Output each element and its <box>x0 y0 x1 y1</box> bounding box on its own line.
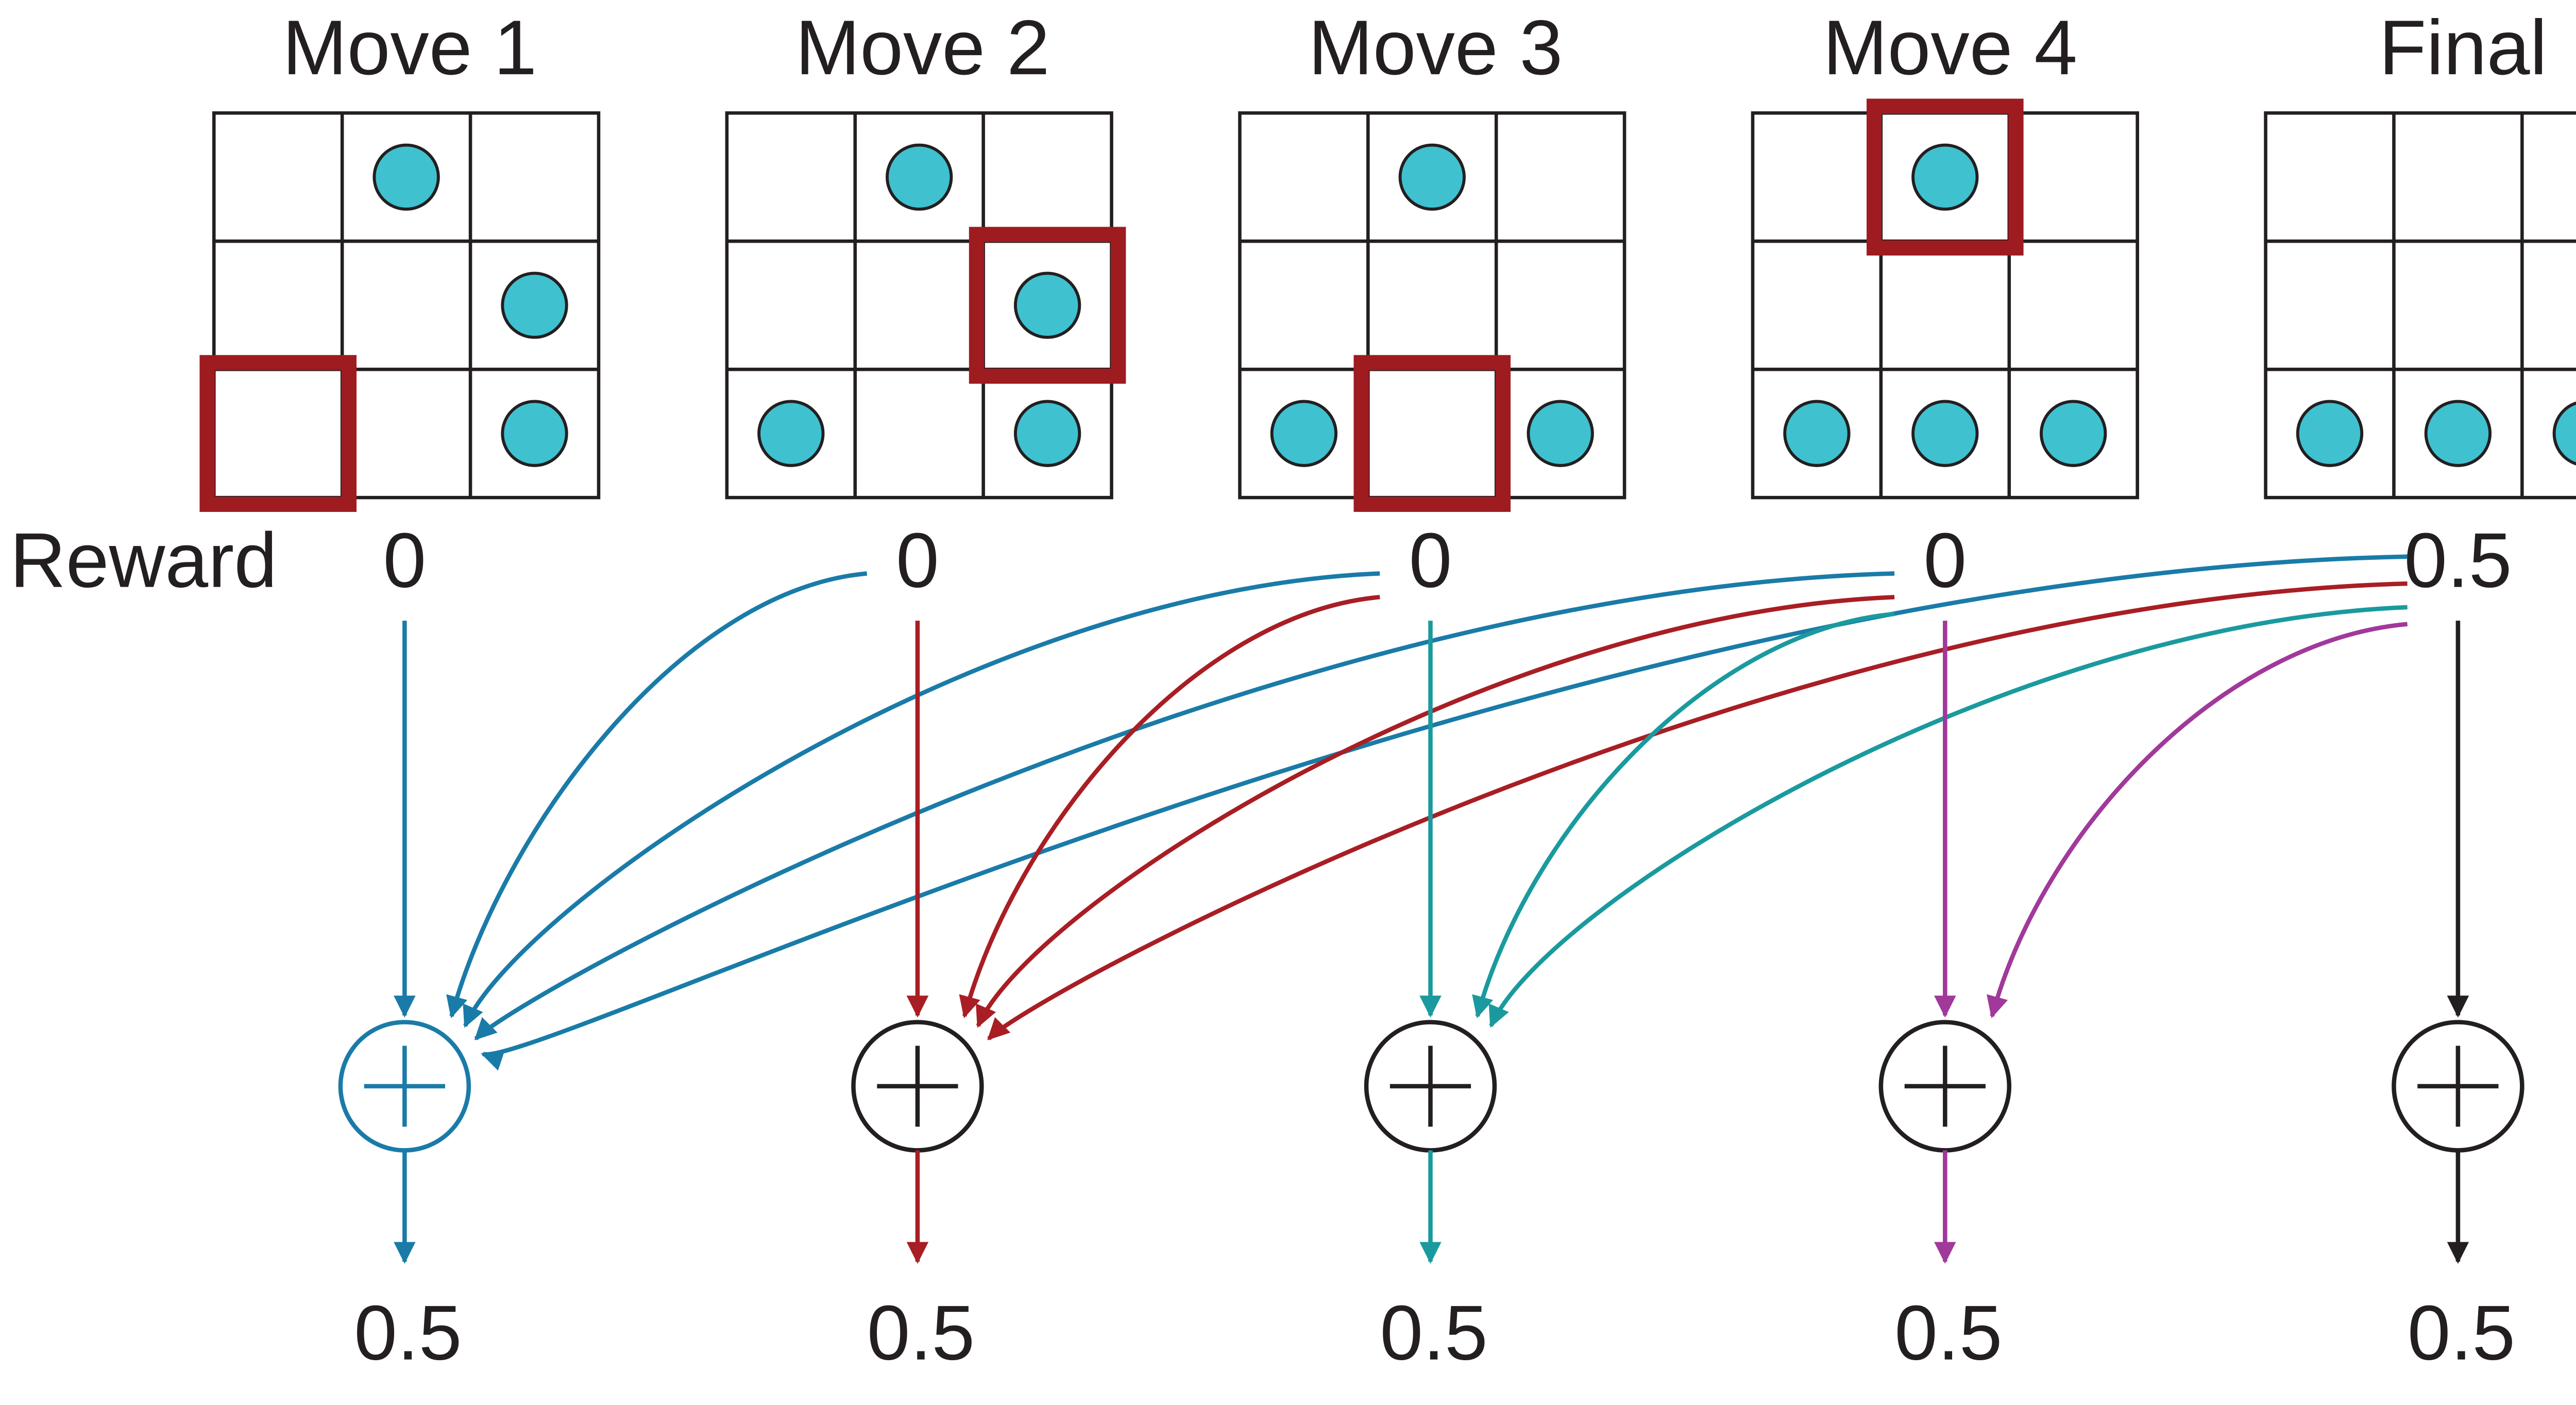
board-move-3 <box>1238 111 1626 512</box>
board-move-1 <box>199 111 601 512</box>
sum-node-move-3 <box>1364 1020 1497 1153</box>
return-values: 0.5 0.5 0.5 0.5 0.5 <box>354 1290 2515 1376</box>
reward-value-move-2: 0 <box>896 517 939 604</box>
stone-dot <box>2552 401 2576 466</box>
return-value-move-1: 0.5 <box>354 1290 462 1376</box>
stone-dot <box>2296 400 2364 467</box>
stone-dot <box>501 400 568 467</box>
title-move-4: Move 4 <box>1823 4 2077 91</box>
sum-node-move-4 <box>1878 1020 2012 1153</box>
board-grids <box>199 98 2576 512</box>
selected-cell-highlight <box>1353 355 1511 512</box>
title-final: Final <box>2379 4 2547 91</box>
return-value-move-2: 0.5 <box>867 1290 975 1376</box>
sum-nodes <box>338 1020 2524 1264</box>
board-move-4 <box>1751 98 2139 500</box>
board-frame <box>2264 111 2576 500</box>
reward-label: Reward <box>10 517 277 604</box>
stone-dot <box>1911 400 1979 467</box>
stone-dot <box>2424 400 2492 467</box>
return-value-move-3: 0.5 <box>1380 1290 1487 1376</box>
sum-node-move-2 <box>851 1020 984 1153</box>
stone-dot <box>1783 400 1851 467</box>
flow-arrow <box>446 571 868 1019</box>
board-frame <box>212 111 601 500</box>
move-titles: Move 1 Move 2 Move 3 Move 4 Final <box>282 4 2547 91</box>
stone-dot <box>1527 400 1594 467</box>
sum-node-move-1 <box>338 1020 471 1153</box>
flow-arrow <box>959 595 1380 1019</box>
stone-dot <box>1398 143 1466 211</box>
reward-value-move-4: 0 <box>1923 517 1967 604</box>
stone-dot <box>757 400 825 467</box>
selected-cell-highlight <box>1867 98 2024 256</box>
stone-dot <box>372 143 440 211</box>
reward-values: 0 0 0 0 0.5 <box>383 517 2512 604</box>
sum-node-final <box>2392 1020 2524 1153</box>
stone-dot <box>1911 143 1979 211</box>
stone-dot <box>2040 400 2107 467</box>
flow-arrow <box>1488 605 2408 1028</box>
stone-dot <box>1013 400 1081 467</box>
return-value-move-4: 0.5 <box>1894 1290 2002 1376</box>
reward-value-final: 0.5 <box>2404 517 2512 604</box>
flow-arrow <box>481 554 2408 1071</box>
reward-value-move-1: 0 <box>383 517 426 604</box>
board-final <box>2264 111 2576 500</box>
title-move-2: Move 2 <box>795 4 1050 91</box>
stone-dot <box>886 143 953 211</box>
stone-dot <box>1013 271 1081 339</box>
selected-cell-highlight <box>969 227 1126 384</box>
flow-arrow <box>987 581 2408 1040</box>
stone-dot <box>501 271 568 339</box>
selected-cell-highlight <box>199 355 357 512</box>
stone-dot <box>1270 400 1338 467</box>
return-value-final: 0.5 <box>2408 1290 2515 1376</box>
flow-arrow <box>474 571 1895 1040</box>
flow-arrow <box>1472 611 1895 1019</box>
flow-arrow <box>1987 622 2408 1019</box>
title-move-3: Move 3 <box>1308 4 1563 91</box>
reward-value-move-3: 0 <box>1409 517 1452 604</box>
reward-flow-arrows <box>394 554 2469 1071</box>
board-move-2 <box>725 111 1126 500</box>
flow-arrow <box>463 571 1380 1028</box>
title-move-1: Move 1 <box>282 4 537 91</box>
flow-arrow <box>976 595 1895 1028</box>
